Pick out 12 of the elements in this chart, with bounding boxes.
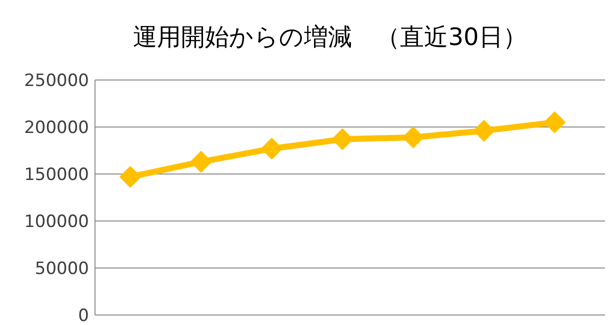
y-tick-label: 250000 <box>24 71 89 91</box>
point <box>119 166 142 188</box>
point <box>190 150 212 173</box>
y-tick-label: 0 <box>78 306 89 325</box>
y-tick-label: 200000 <box>24 118 89 138</box>
point <box>472 120 495 142</box>
y-tick-label: 100000 <box>24 212 89 232</box>
point <box>260 138 283 160</box>
point <box>544 111 566 134</box>
y-tick-label: 50000 <box>34 259 89 279</box>
chart-title: 運用開始からの増減 （直近30日） <box>133 23 527 51</box>
y-tick-label: 150000 <box>24 165 89 185</box>
